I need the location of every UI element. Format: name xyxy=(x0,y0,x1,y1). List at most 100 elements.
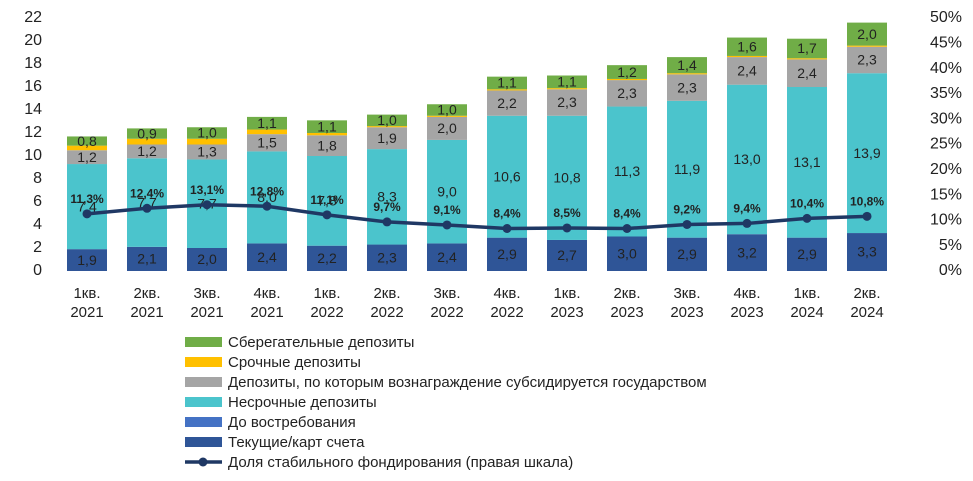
bar-segment xyxy=(367,149,407,245)
bar-segment xyxy=(187,144,227,160)
x-tick-label: 3кв. 2021 xyxy=(190,285,224,321)
line-label: 8,4% xyxy=(613,207,641,221)
line-label: 13,1% xyxy=(190,183,224,197)
bar-segment xyxy=(607,80,647,107)
x-tick-label: 1кв. 2021 xyxy=(70,285,104,321)
bar-segment xyxy=(67,145,107,151)
legend-label: Срочные депозиты xyxy=(228,354,361,371)
data-label: 9,0 xyxy=(437,183,457,199)
data-label: 1,7 xyxy=(797,40,817,56)
x-tick-label: 2кв. 2024 xyxy=(850,285,884,321)
bar-segment xyxy=(727,55,767,58)
data-label: 1,0 xyxy=(197,125,217,141)
y-tick-label: 22 xyxy=(24,9,42,26)
data-label: 8,0 xyxy=(257,189,277,205)
legend-label: Несрочные депозиты xyxy=(228,394,377,411)
bar-segment xyxy=(667,74,707,101)
bar-segment xyxy=(127,138,167,145)
data-label: 8,3 xyxy=(377,189,397,205)
bar-segment xyxy=(307,245,347,271)
line-marker xyxy=(442,220,452,230)
x-tick-label: 1кв. 2022 xyxy=(310,285,344,321)
bar-segment xyxy=(847,233,887,271)
data-label: 2,7 xyxy=(557,247,577,263)
y-tick-label: 2 xyxy=(33,239,42,256)
legend-swatch xyxy=(185,377,222,387)
bar-segment xyxy=(307,156,347,246)
y2-tick-label: 15% xyxy=(930,186,962,203)
bar-segment xyxy=(367,114,407,127)
legend-swatch xyxy=(185,337,222,347)
bar-segment xyxy=(547,75,587,89)
legend-label: Доля стабильного фондирования (правая шк… xyxy=(228,454,573,471)
line-label: 12,8% xyxy=(250,184,284,198)
bar-segment xyxy=(127,158,167,247)
x-tick-label: 3кв. 2023 xyxy=(670,285,704,321)
legend-label: Сберегательные депозиты xyxy=(228,334,414,351)
legend-marker xyxy=(198,457,208,467)
bar-segment xyxy=(847,73,887,234)
bar-segment xyxy=(187,138,227,145)
line-marker xyxy=(322,210,332,220)
bar-segment xyxy=(787,59,827,87)
x-tick-label: 2кв. 2021 xyxy=(130,285,164,321)
line-marker xyxy=(802,213,812,223)
line-label: 9,7% xyxy=(373,200,401,214)
legend-swatch xyxy=(185,417,222,427)
data-label: 1,3 xyxy=(197,144,217,160)
data-label: 2,9 xyxy=(677,246,697,262)
bar-segment xyxy=(187,127,227,139)
data-label: 2,0 xyxy=(197,251,217,267)
bar-segment xyxy=(727,84,767,235)
data-label: 1,6 xyxy=(737,38,757,54)
data-label: 11,9 xyxy=(674,161,700,177)
line-label: 9,2% xyxy=(673,203,701,217)
bar-segment xyxy=(67,150,107,165)
y2-tick-label: 25% xyxy=(930,136,962,153)
data-label: 1,5 xyxy=(257,134,277,150)
x-tick-label: 2кв. 2023 xyxy=(610,285,644,321)
line-marker xyxy=(262,201,272,211)
bar-segment xyxy=(607,65,647,79)
y-tick-label: 18 xyxy=(24,55,42,72)
bar-segment xyxy=(607,106,647,237)
bar-segment xyxy=(427,104,467,116)
bar-segment xyxy=(247,151,287,244)
bar-segment xyxy=(727,57,767,85)
data-label: 2,1 xyxy=(137,251,157,267)
bar-segment xyxy=(127,128,167,139)
data-label: 1,2 xyxy=(77,149,97,165)
legend-label: До востребования xyxy=(228,414,356,431)
bar-segment xyxy=(547,115,587,240)
line-label: 10,4% xyxy=(790,197,824,211)
bar-segment xyxy=(67,136,107,146)
bar-segment xyxy=(247,243,287,271)
data-label: 2,0 xyxy=(857,26,877,42)
data-label: 2,0 xyxy=(437,120,457,136)
data-label: 2,3 xyxy=(677,79,697,95)
bar-segment xyxy=(307,133,347,136)
data-label: 1,1 xyxy=(317,118,337,134)
bar-segment xyxy=(67,249,107,271)
line-label: 9,1% xyxy=(433,203,461,217)
data-label: 1,4 xyxy=(677,57,697,73)
bar-segment xyxy=(547,239,587,271)
x-tick-label: 2кв. 2022 xyxy=(370,285,404,321)
data-label: 2,9 xyxy=(797,246,817,262)
line-label: 8,4% xyxy=(493,207,521,221)
y-tick-label: 20 xyxy=(24,32,42,49)
line-label: 11,1% xyxy=(310,193,344,207)
y2-tick-label: 10% xyxy=(930,212,962,229)
bar-segment xyxy=(667,237,707,271)
data-label: 7,8 xyxy=(317,193,337,209)
bar-segment xyxy=(427,115,467,117)
legend-label: Депозиты, по которым вознаграждение субс… xyxy=(228,374,707,391)
data-label: 2,3 xyxy=(377,249,397,265)
y2-tick-label: 30% xyxy=(930,110,962,127)
line-marker xyxy=(82,209,92,219)
x-tick-label: 1кв. 2024 xyxy=(790,285,824,321)
data-label: 1,1 xyxy=(497,75,517,91)
y2-tick-label: 45% xyxy=(930,35,962,52)
